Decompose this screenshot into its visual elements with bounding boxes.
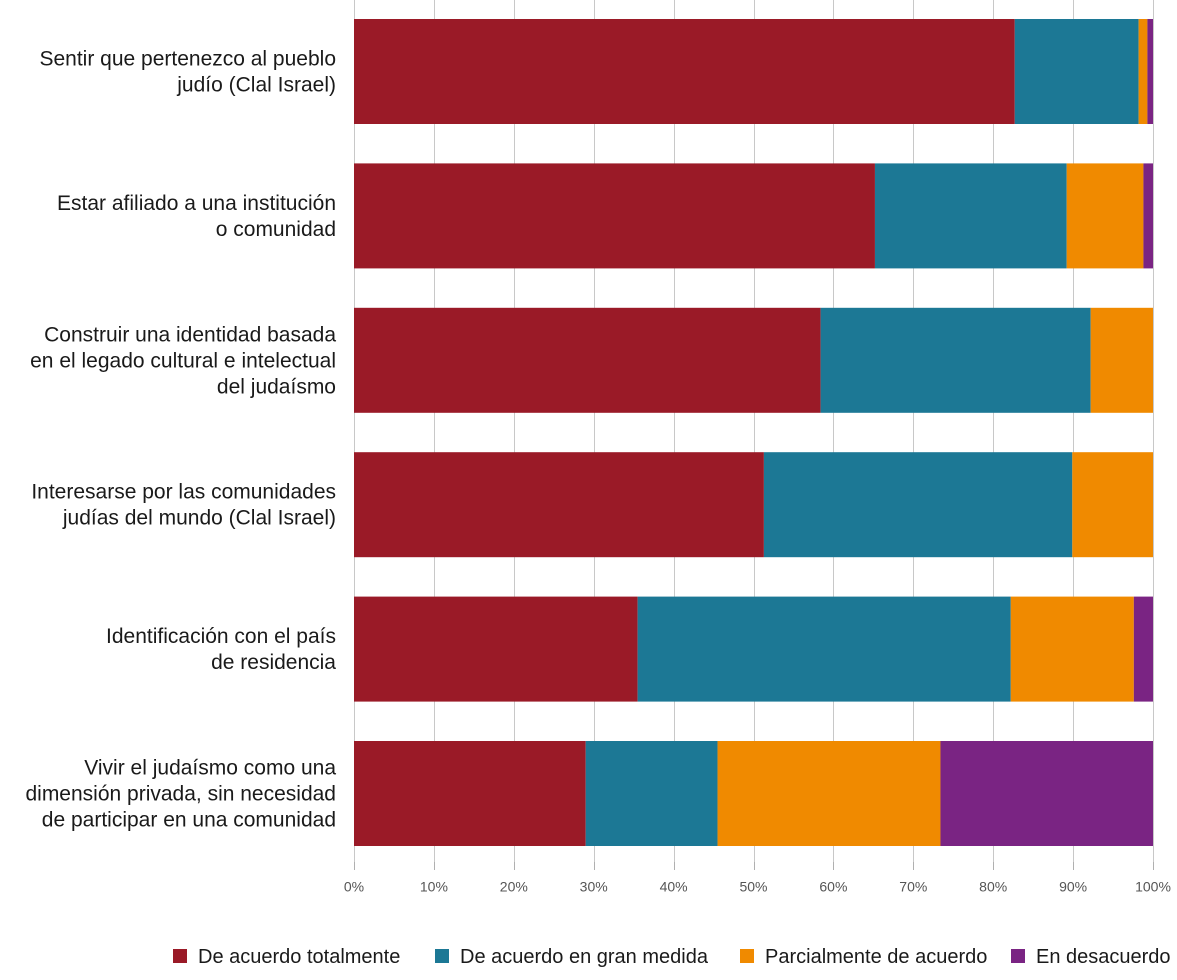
bars — [354, 19, 1153, 846]
category-label-line: Sentir que pertenezco al pueblo — [39, 48, 336, 71]
category-label-line: Identificación con el país — [106, 625, 336, 648]
x-tick-label: 100% — [1135, 879, 1171, 895]
bar-segment — [354, 596, 638, 702]
category-label-line: del judaísmo — [217, 375, 336, 398]
category-label: Interesarse por las comunidades judías de… — [31, 481, 336, 530]
x-tick-label: 80% — [979, 879, 1007, 895]
bar-segment — [1066, 163, 1144, 269]
x-axis-ticks: 0% 10% 20% 30% 40% 50% 60% 70% 80% 90% 100% — [344, 862, 1171, 895]
category-label-line: Vivir el judaísmo como una — [84, 757, 336, 780]
bar-segment — [354, 163, 875, 269]
bar-segment — [874, 163, 1067, 269]
x-tick-label: 50% — [739, 879, 767, 895]
bar-segment — [1072, 452, 1153, 558]
category-label: Sentir que pertenezco al pueblo judío (Cl… — [39, 48, 336, 97]
category-label-line: en el legado cultural e intelectual — [30, 349, 336, 372]
x-tick-label: 10% — [420, 879, 448, 895]
category-label-line: judío (Clal Israel) — [176, 74, 336, 97]
x-tick-label: 70% — [899, 879, 927, 895]
category-label: Identificación con el país de residencia — [106, 625, 336, 674]
bar-segment — [354, 19, 1015, 124]
category-label-line: Interesarse por las comunidades — [31, 481, 336, 504]
bar-segment — [1143, 163, 1153, 269]
category-labels: Sentir que pertenezco al pueblo judío (Cl… — [25, 48, 336, 832]
bar-segment — [820, 307, 1091, 413]
legend-label: De acuerdo en gran medida — [460, 946, 709, 968]
legend-label: De acuerdo totalmente — [198, 946, 400, 968]
bar-segment — [763, 452, 1073, 558]
bar-segment — [717, 741, 941, 846]
bar-segment — [1133, 596, 1153, 702]
legend-swatch — [173, 949, 187, 963]
legend: De acuerdo totalmente De acuerdo en gran … — [173, 946, 1171, 968]
bar-segment — [354, 741, 586, 846]
category-label-line: Estar afiliado a una institución — [57, 192, 336, 215]
category-label: Construir una identidad basada en el lega… — [30, 323, 336, 398]
x-tick-label: 0% — [344, 879, 364, 895]
bar-segment — [1147, 19, 1153, 124]
category-label-line: o comunidad — [216, 218, 336, 241]
category-label-line: de residencia — [211, 651, 336, 674]
category-label: Vivir el judaísmo como una dimensión priv… — [25, 757, 336, 832]
bar-segment — [637, 596, 1011, 702]
bar-segment — [940, 741, 1153, 846]
legend-label: Parcialmente de acuerdo — [765, 946, 987, 968]
bar-segment — [1138, 19, 1148, 124]
category-label-line: Construir una identidad basada — [44, 323, 336, 346]
category-label-line: judías del mundo (Clal Israel) — [62, 507, 336, 530]
x-tick-label: 90% — [1059, 879, 1087, 895]
legend-swatch — [1011, 949, 1025, 963]
x-tick-label: 30% — [580, 879, 608, 895]
x-tick-label: 60% — [819, 879, 847, 895]
category-label-line: dimensión privada, sin necesidad — [25, 783, 336, 806]
bar-segment — [1010, 596, 1134, 702]
bar-segment — [354, 452, 764, 558]
bar-segment — [354, 307, 821, 413]
x-tick-label: 40% — [660, 879, 688, 895]
bar-segment — [585, 741, 718, 846]
bar-segment — [1090, 307, 1153, 413]
legend-swatch — [435, 949, 449, 963]
category-label: Estar afiliado a una institución o comuni… — [57, 192, 336, 241]
gridlines — [354, 0, 1154, 862]
category-label-line: de participar en una comunidad — [42, 809, 336, 832]
legend-label: En desacuerdo — [1036, 946, 1171, 968]
legend-swatch — [740, 949, 754, 963]
bar-segment — [1014, 19, 1139, 124]
x-tick-label: 20% — [500, 879, 528, 895]
